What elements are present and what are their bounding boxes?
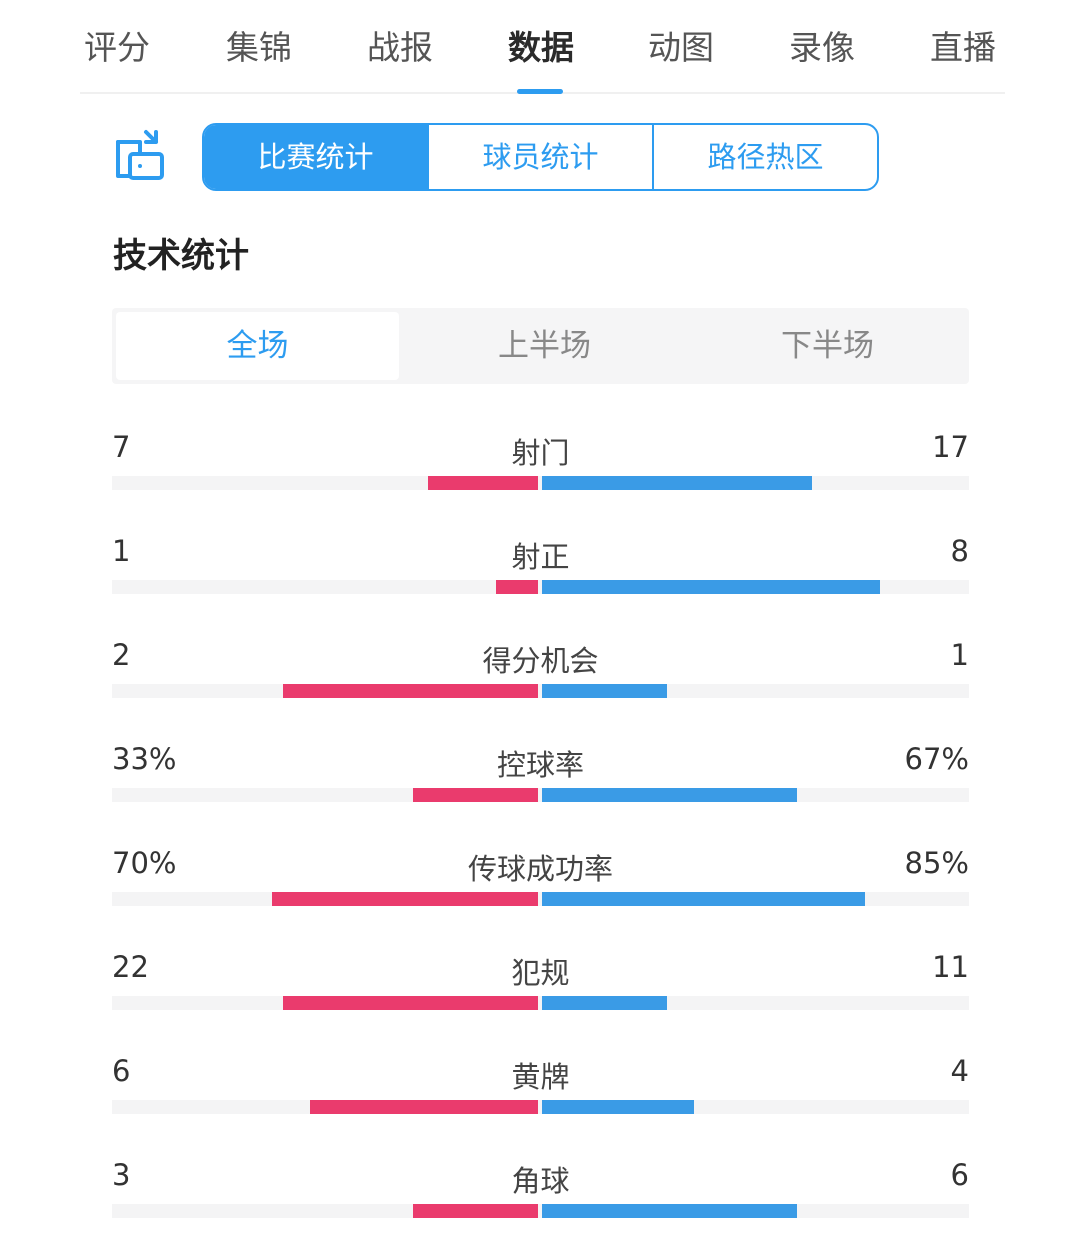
stat-label: 控球率 bbox=[496, 748, 584, 782]
stat-row: 7 射门 17 bbox=[112, 430, 969, 534]
stat-label: 射正 bbox=[511, 540, 570, 574]
segment-player-stats[interactable]: 球员统计 bbox=[429, 125, 654, 189]
stat-right-value: 11 bbox=[932, 950, 969, 984]
stat-right-value: 8 bbox=[950, 534, 969, 568]
stat-left-value: 1 bbox=[112, 534, 131, 568]
stat-bar-right bbox=[542, 788, 797, 802]
stat-bar-left bbox=[310, 1100, 538, 1114]
stat-row: 22 犯规 11 bbox=[112, 950, 969, 1054]
stat-bar-left bbox=[428, 476, 538, 490]
period-first-half[interactable]: 上半场 bbox=[498, 328, 591, 364]
period-full[interactable]: 全场 bbox=[116, 312, 399, 380]
segment-match-stats[interactable]: 比赛统计 bbox=[204, 125, 429, 189]
stat-row: 70% 传球成功率 85% bbox=[112, 846, 969, 950]
stat-bar-right bbox=[542, 892, 865, 906]
stat-left-value: 22 bbox=[112, 950, 149, 984]
stat-left-value: 70% bbox=[112, 846, 177, 880]
stat-right-value: 1 bbox=[950, 638, 969, 672]
section-title: 技术统计 bbox=[113, 236, 249, 276]
tab-highlights[interactable]: 集锦 bbox=[226, 28, 292, 67]
stat-bar-track bbox=[112, 788, 969, 802]
tab-report[interactable]: 战报 bbox=[367, 28, 433, 67]
top-tab-bar: 评分 集锦 战报 数据 动图 录像 直播 bbox=[80, 0, 1005, 94]
stat-row: 33% 控球率 67% bbox=[112, 742, 969, 846]
segment-heatmap[interactable]: 路径热区 bbox=[707, 140, 824, 174]
tab-data[interactable]: 数据 bbox=[508, 28, 574, 67]
stat-label: 传球成功率 bbox=[467, 852, 613, 886]
period-second-half[interactable]: 下半场 bbox=[781, 328, 874, 364]
stat-bar-track bbox=[112, 1100, 969, 1114]
stat-right-value: 6 bbox=[950, 1158, 969, 1192]
stat-right-value: 17 bbox=[932, 430, 969, 464]
stat-left-value: 6 bbox=[112, 1054, 131, 1088]
stat-bar-right bbox=[542, 996, 667, 1010]
stat-bar-right bbox=[542, 1204, 797, 1218]
stat-bar-right bbox=[542, 684, 667, 698]
stat-right-value: 4 bbox=[950, 1054, 969, 1088]
stats-type-switch: 比赛统计 球员统计 路径热区 bbox=[202, 123, 879, 191]
tab-live[interactable]: 直播 bbox=[930, 28, 996, 67]
stat-bar-right bbox=[542, 476, 812, 490]
stat-bar-track bbox=[112, 996, 969, 1010]
stat-label: 得分机会 bbox=[482, 644, 599, 678]
stat-row: 2 得分机会 1 bbox=[112, 638, 969, 742]
stat-bar-left bbox=[272, 892, 538, 906]
stat-row: 1 射正 8 bbox=[112, 534, 969, 638]
stat-label: 射门 bbox=[511, 436, 570, 470]
stat-bar-track bbox=[112, 1204, 969, 1218]
stat-left-value: 7 bbox=[112, 430, 131, 464]
stat-bar-left bbox=[413, 1204, 538, 1218]
stat-bar-left bbox=[413, 788, 538, 802]
period-switch: 全场 上半场 下半场 bbox=[112, 308, 969, 384]
stat-label: 黄牌 bbox=[511, 1060, 570, 1094]
stat-bar-left bbox=[283, 996, 538, 1010]
stat-label: 角球 bbox=[511, 1164, 570, 1198]
stat-label: 犯规 bbox=[511, 956, 570, 990]
share-icon[interactable] bbox=[110, 128, 168, 186]
stat-left-value: 2 bbox=[112, 638, 131, 672]
stat-left-value: 3 bbox=[112, 1158, 131, 1192]
stat-bar-track bbox=[112, 476, 969, 490]
stat-bar-left bbox=[283, 684, 538, 698]
tab-replay[interactable]: 录像 bbox=[789, 28, 855, 67]
stat-right-value: 85% bbox=[904, 846, 969, 880]
active-tab-indicator bbox=[517, 89, 563, 94]
stat-bar-left bbox=[496, 580, 538, 594]
stat-bar-right bbox=[542, 580, 880, 594]
stat-left-value: 33% bbox=[112, 742, 177, 776]
stat-right-value: 67% bbox=[904, 742, 969, 776]
stat-bar-track bbox=[112, 684, 969, 698]
stat-row: 6 黄牌 4 bbox=[112, 1054, 969, 1158]
stat-row: 3 角球 6 bbox=[112, 1158, 969, 1242]
tab-gifs[interactable]: 动图 bbox=[648, 28, 714, 67]
stat-bar-right bbox=[542, 1100, 694, 1114]
tab-ratings[interactable]: 评分 bbox=[84, 28, 150, 67]
